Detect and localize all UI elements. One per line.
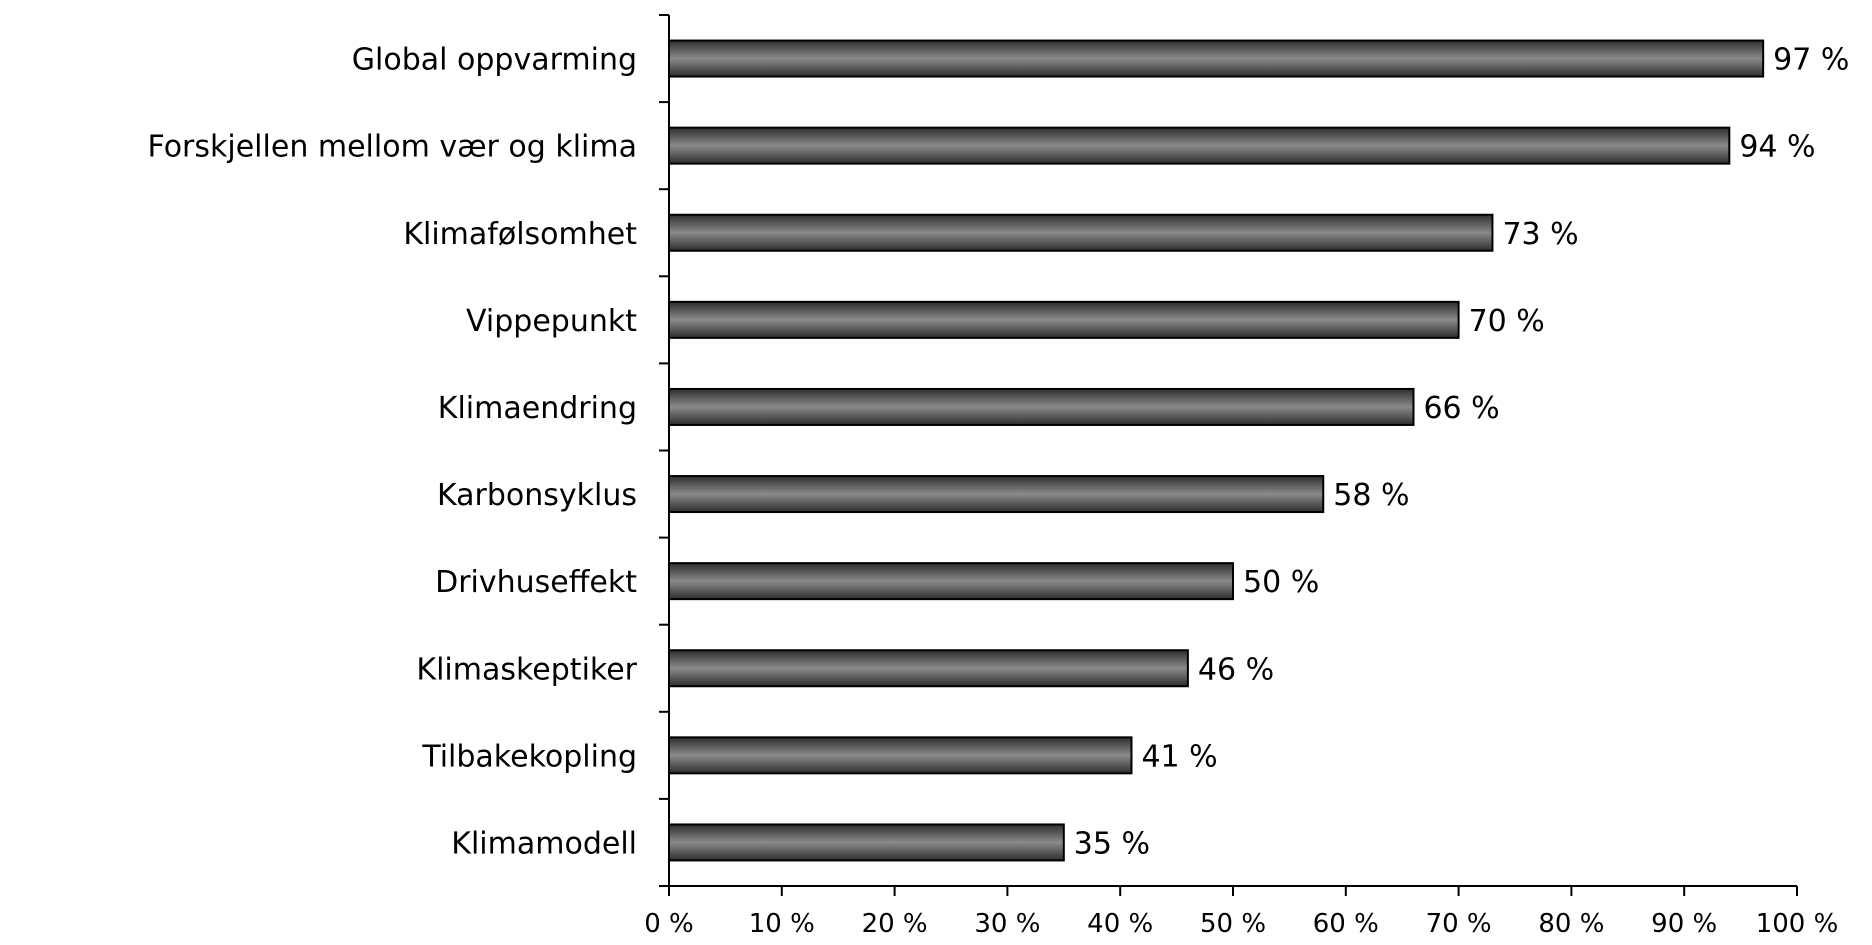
category-label: Karbonsyklus bbox=[437, 478, 637, 513]
category-label: Drivhuseffekt bbox=[435, 565, 637, 600]
bar-value-label: 50 % bbox=[1243, 565, 1319, 600]
bar bbox=[668, 213, 1494, 252]
bar-value-label: 94 % bbox=[1739, 130, 1815, 165]
category-label: Tilbakekopling bbox=[421, 739, 637, 774]
x-tick-label: 50 % bbox=[1200, 909, 1266, 939]
x-tick-label: 30 % bbox=[974, 909, 1040, 939]
category-label: Klimaendring bbox=[438, 391, 637, 426]
bar-value-label: 66 % bbox=[1423, 391, 1499, 426]
x-tick-label: 100 % bbox=[1756, 909, 1839, 939]
category-label: Klimamodell bbox=[451, 826, 637, 861]
bar bbox=[668, 126, 1731, 165]
bar-value-label: 73 % bbox=[1502, 217, 1578, 252]
bar bbox=[668, 387, 1415, 426]
x-tick-label: 20 % bbox=[862, 909, 928, 939]
x-tick-label: 80 % bbox=[1538, 909, 1604, 939]
bar-value-label: 41 % bbox=[1141, 739, 1217, 774]
x-tick-label: 90 % bbox=[1651, 909, 1717, 939]
category-label: Vippepunkt bbox=[466, 304, 637, 339]
bar-value-label: 97 % bbox=[1773, 43, 1849, 78]
bar bbox=[668, 300, 1460, 339]
x-tick-label: 10 % bbox=[749, 909, 815, 939]
x-tick-label: 70 % bbox=[1426, 909, 1492, 939]
plot-area: 0 % 10 % 20 % 30 % 40 % 50 % 60 % 70 % 80 % 90 % 1… bbox=[148, 14, 1849, 939]
bar bbox=[668, 736, 1133, 775]
bar-value-label: 58 % bbox=[1333, 478, 1409, 513]
category-label: Klimaskeptiker bbox=[416, 652, 637, 687]
category-label: Global oppvarming bbox=[352, 43, 637, 78]
x-tick-label: 0 % bbox=[644, 909, 694, 939]
bar bbox=[668, 649, 1189, 688]
category-label: Forskjellen mellom vær og klima bbox=[148, 130, 637, 165]
bar bbox=[668, 562, 1234, 601]
bar-value-label: 70 % bbox=[1469, 304, 1545, 339]
bar bbox=[668, 475, 1325, 514]
bar bbox=[668, 39, 1765, 78]
category-label: Klimafølsomhet bbox=[403, 217, 637, 252]
x-tick-label: 40 % bbox=[1087, 909, 1153, 939]
bar-value-label: 35 % bbox=[1074, 826, 1150, 861]
bar bbox=[668, 823, 1065, 862]
x-tick-label: 60 % bbox=[1313, 909, 1379, 939]
bar-value-label: 46 % bbox=[1198, 652, 1274, 687]
